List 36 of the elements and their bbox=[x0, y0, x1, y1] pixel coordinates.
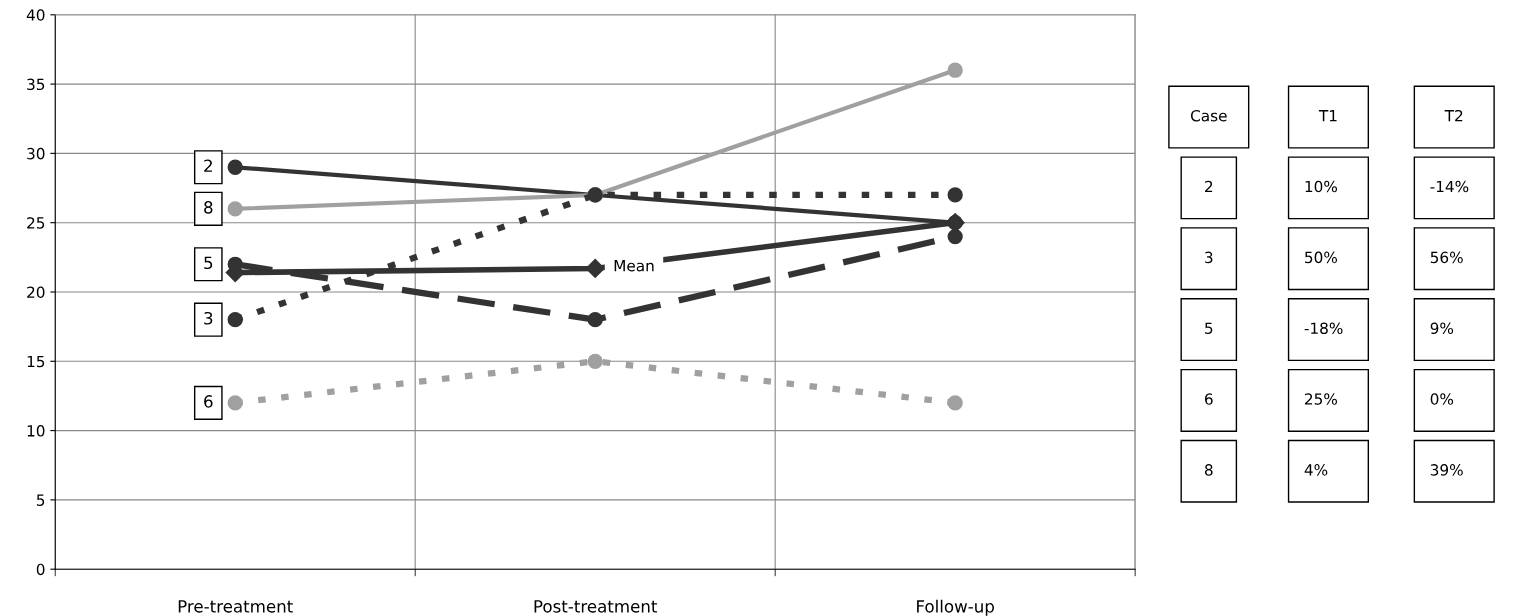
text: 8 bbox=[1204, 464, 1213, 476]
text: Case bbox=[1190, 109, 1227, 122]
y-tick-label: 20 bbox=[27, 286, 45, 299]
text: -14% bbox=[1430, 180, 1469, 193]
y-tick-label: 15 bbox=[27, 355, 45, 368]
text: 56% bbox=[1430, 251, 1463, 264]
text: 4% bbox=[1304, 464, 1328, 476]
text: -18% bbox=[1304, 322, 1343, 334]
x-tick-label: Follow-up bbox=[917, 599, 994, 616]
text: 50% bbox=[1305, 251, 1338, 264]
text: T1 bbox=[1318, 110, 1337, 122]
series-label: Mean bbox=[614, 260, 654, 272]
text: 2 bbox=[1205, 180, 1213, 193]
series-label: 8 bbox=[204, 201, 213, 214]
text: 3 bbox=[1205, 251, 1213, 264]
y-tick-label: 30 bbox=[27, 147, 45, 160]
x-tick-label: Post-treatment bbox=[534, 600, 658, 613]
text: 10% bbox=[1305, 180, 1338, 193]
y-tick-label: 35 bbox=[27, 78, 45, 91]
text: T2 bbox=[1444, 109, 1463, 122]
y-tick-label: 25 bbox=[27, 217, 45, 229]
series-label: 2 bbox=[204, 159, 212, 172]
text: 0% bbox=[1430, 393, 1454, 405]
series-label: 5 bbox=[204, 256, 213, 270]
y-tick-label: 0 bbox=[36, 563, 45, 576]
text: 5 bbox=[1205, 322, 1213, 334]
series-label: 3 bbox=[204, 311, 213, 325]
text: 9% bbox=[1430, 322, 1454, 334]
y-tick-label: 40 bbox=[26, 9, 45, 21]
y-tick-label: 10 bbox=[27, 425, 45, 437]
text: 25% bbox=[1305, 393, 1338, 405]
y-tick-label: 5 bbox=[36, 494, 45, 506]
series-label: 6 bbox=[204, 395, 213, 408]
x-tick-label: Pre-treatment bbox=[178, 600, 293, 613]
text: 39% bbox=[1430, 464, 1463, 476]
text: 6 bbox=[1205, 393, 1213, 405]
